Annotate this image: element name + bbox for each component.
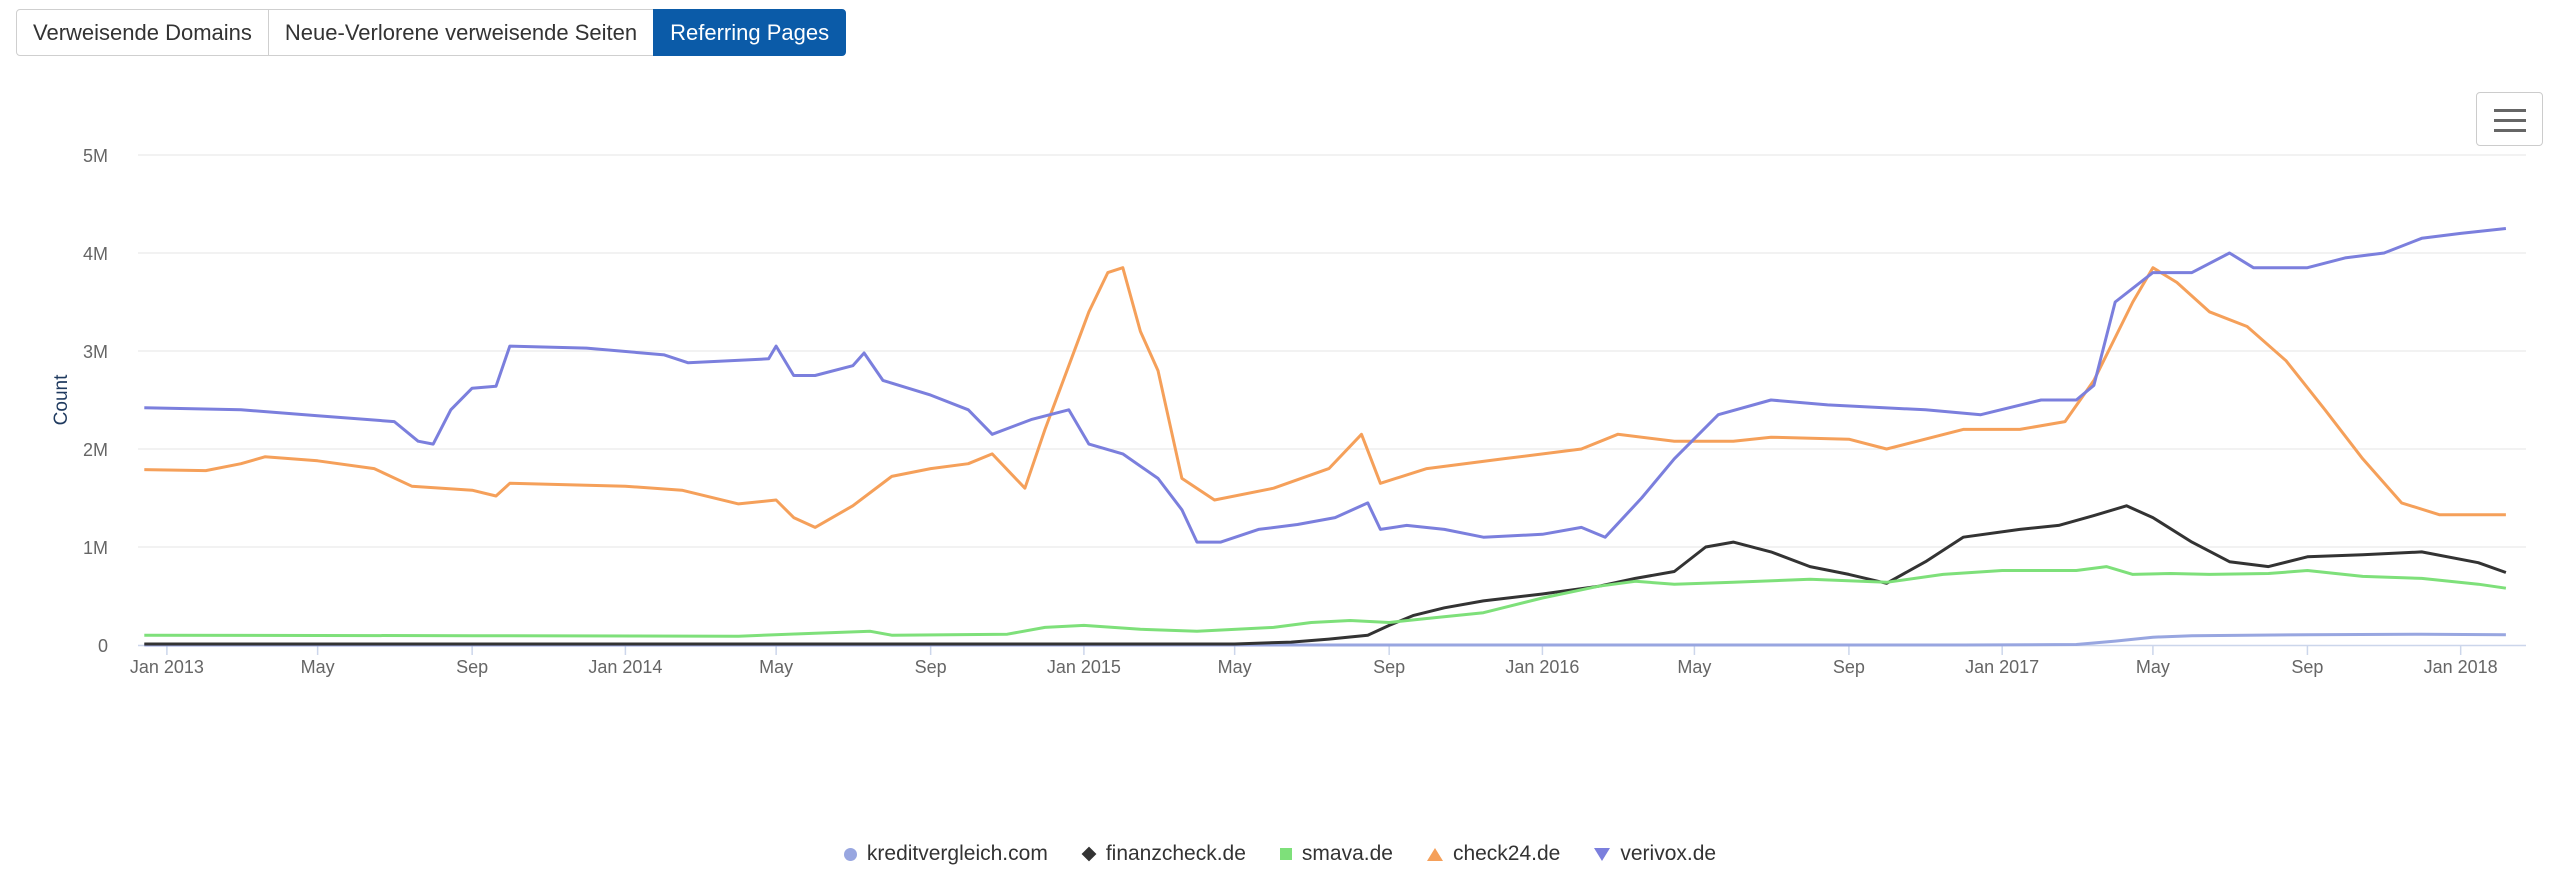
legend-item-verivox-de[interactable]: verivox.de [1594,842,1716,866]
x-tick-label: May [1218,657,1252,677]
x-tick-label: Jan 2014 [588,657,662,677]
series-line-kreditvergleich-com[interactable] [144,632,2506,647]
x-tick-label: Sep [2291,657,2323,677]
chart-grid [138,154,2526,548]
series-line-check24-de[interactable] [144,266,2506,529]
x-tick-label: Sep [915,657,947,677]
legend-item-check24-de[interactable]: check24.de [1426,842,1561,866]
x-tick-label: Jan 2013 [130,657,204,677]
chart-legend: kreditvergleich.com finanzcheck.de smava.d… [0,842,2560,866]
x-tick-label: Sep [456,657,488,677]
tab-group: Verweisende Domains Neue-Verlorene verwe… [16,9,847,56]
x-axis: Jan 2013 May Sep Jan 2014 May Sep Jan 2015 May S… [130,644,2526,677]
x-tick-label: Sep [1833,657,1865,677]
legend-label: finanzcheck.de [1105,842,1246,865]
triangle-marker-icon [1426,847,1443,861]
chart-menu-button[interactable] [2476,92,2543,146]
x-tick-label: Sep [1373,657,1405,677]
x-tick-label: Jan 2018 [2424,657,2498,677]
x-tick-label: Jan 2017 [1965,657,2039,677]
x-tick-label: May [1677,657,1711,677]
y-tick-label: 1M [83,538,108,558]
chart-series [144,227,2507,647]
legend-label: kreditvergleich.com [866,842,1048,865]
series-line-verivox-de[interactable] [144,227,2507,544]
series-line-smava-de[interactable] [144,565,2507,638]
legend-label: verivox.de [1620,842,1717,865]
y-tick-label: 3M [83,342,108,362]
tab-referring-pages[interactable]: Referring Pages [653,9,847,56]
x-tick-label: May [2136,657,2170,677]
y-tick-label: 0 [98,636,108,656]
x-tick-label: Jan 2016 [1505,657,1579,677]
legend-label: check24.de [1452,842,1561,865]
x-tick-label: May [759,657,793,677]
legend-item-finanzcheck-de[interactable]: finanzcheck.de [1081,842,1246,866]
square-marker-icon [1279,848,1292,860]
circle-marker-icon [843,847,857,861]
y-tick-label: 4M [83,244,108,264]
x-tick-label: Jan 2015 [1047,657,1121,677]
legend-label: smava.de [1301,842,1393,865]
x-tick-label: May [301,657,335,677]
legend-item-smava-de[interactable]: smava.de [1279,842,1393,866]
y-tick-label: 5M [83,146,108,166]
y-axis-title: Count [51,374,72,425]
triangle-down-marker-icon [1594,847,1611,861]
tab-neue-verlorene-seiten[interactable]: Neue-Verlorene verweisende Seiten [267,9,655,56]
diamond-marker-icon [1081,846,1097,862]
tab-verweisende-domains[interactable]: Verweisende Domains [16,9,269,56]
y-tick-label: 2M [83,440,108,460]
legend-item-kreditvergleich-com[interactable]: kreditvergleich.com [843,842,1048,866]
y-axis: 0 1M 2M 3M 4M 5M [83,146,108,656]
